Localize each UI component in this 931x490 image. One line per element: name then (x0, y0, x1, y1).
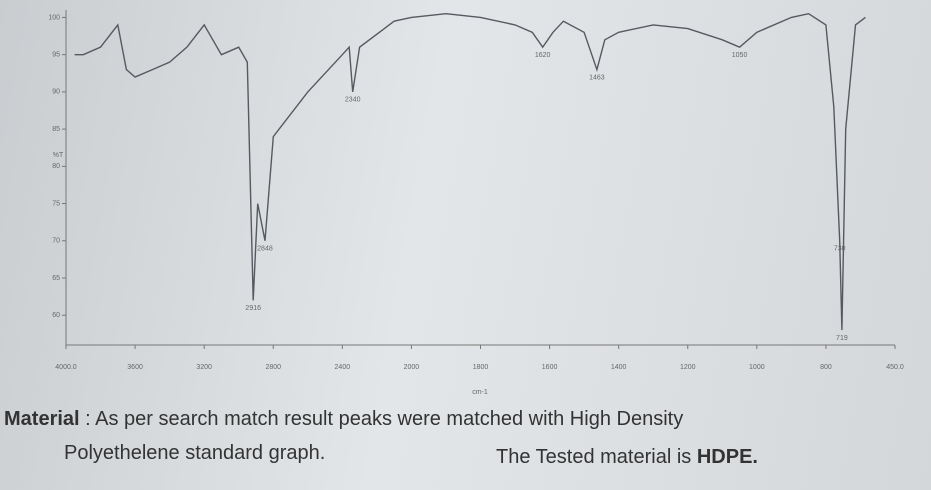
y-tick-label: 100 (48, 14, 60, 21)
y-tick-label: 70 (52, 238, 60, 245)
note-line-1: Material : As per search match result pe… (4, 408, 683, 431)
y-tick-label: 65 (52, 275, 60, 282)
x-tick-label: 2800 (265, 364, 281, 371)
x-tick-label: 3600 (127, 364, 143, 371)
x-tick-label: 1600 (542, 364, 558, 371)
y-tick-label: 75 (52, 200, 60, 207)
peak-label: 730 (834, 246, 846, 253)
x-tick-label: 1800 (473, 364, 489, 371)
spectrum-line (74, 12, 866, 331)
peak-label: 719 (836, 335, 848, 342)
note-line-2: Polyethelene standard graph. (64, 442, 325, 465)
x-tick-label: 1200 (680, 364, 696, 371)
peak-label: 2848 (257, 246, 273, 253)
y-tick-label: 90 (52, 89, 60, 96)
x-tick-label: 1000 (749, 364, 765, 371)
x-tick-label: 4000.0 (55, 364, 77, 371)
x-tick-label: 450.0 (886, 364, 904, 371)
y-tick-label: 60 (52, 312, 60, 319)
x-axis-label: cm-1 (472, 389, 488, 396)
chart: %T cm-1 60 65 70 75 80 85 90 95 100 4000.0 3600 320… (48, 10, 904, 396)
x-tick-label: 3200 (196, 364, 212, 371)
peak-label: 1050 (732, 52, 748, 59)
note-text: Polyethelene standard graph. (64, 442, 326, 464)
x-tick-label: 2000 (404, 364, 420, 371)
note-text: : As per search match result peaks were … (79, 408, 684, 430)
note-bold: HDPE. (696, 446, 758, 468)
note-line-3: The Tested material is HDPE. (496, 446, 758, 469)
note-text: The Tested material is (496, 446, 697, 468)
y-tick-label: 85 (52, 126, 60, 133)
x-tick-label: 800 (820, 364, 832, 371)
y-tick-label: 80 (52, 163, 60, 170)
x-tick-label: 1400 (611, 364, 627, 371)
y-axis-label: %T (53, 152, 64, 159)
peak-label: 1463 (589, 74, 605, 81)
peak-label: 2340 (345, 97, 361, 104)
note-label: Material (4, 408, 80, 430)
x-tick-label: 2400 (335, 364, 351, 371)
peak-label: 1620 (535, 52, 551, 59)
y-tick-label: 95 (52, 52, 60, 59)
peak-label: 2916 (245, 305, 261, 312)
